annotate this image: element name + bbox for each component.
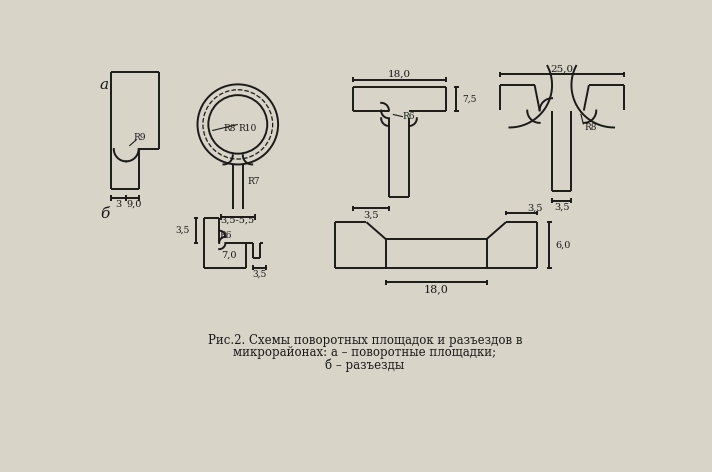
Text: 7,0: 7,0 — [221, 251, 236, 260]
Text: б – разъезды: б – разъезды — [325, 358, 404, 372]
Text: 3,5-5,5: 3,5-5,5 — [221, 215, 255, 224]
Text: а: а — [100, 78, 109, 92]
Text: R7: R7 — [247, 177, 260, 186]
Text: 6,0: 6,0 — [555, 241, 571, 250]
Text: Рис.2. Схемы поворотных площадок и разъездов в: Рис.2. Схемы поворотных площадок и разъе… — [208, 334, 522, 347]
Text: 3: 3 — [115, 200, 122, 209]
Text: 3,5: 3,5 — [554, 203, 570, 212]
Text: 3,5: 3,5 — [175, 226, 190, 235]
Text: R10: R10 — [238, 124, 256, 133]
Text: R9: R9 — [134, 133, 147, 142]
Text: 3,5: 3,5 — [252, 270, 267, 279]
Text: R6: R6 — [403, 112, 415, 121]
Text: R8: R8 — [585, 123, 597, 132]
Text: 7,5: 7,5 — [463, 94, 477, 103]
Text: б: б — [100, 207, 109, 221]
Text: 18,0: 18,0 — [424, 284, 449, 294]
Text: 18,0: 18,0 — [387, 70, 411, 79]
Text: микрорайонах: а – поворотные площадки;: микрорайонах: а – поворотные площадки; — [234, 346, 496, 359]
Text: 3,5: 3,5 — [528, 204, 543, 213]
Text: R8: R8 — [224, 124, 236, 133]
Text: 9,0: 9,0 — [126, 200, 142, 209]
Text: R6: R6 — [219, 231, 231, 240]
Text: 25,0: 25,0 — [550, 65, 573, 74]
Text: 3,5: 3,5 — [363, 211, 379, 220]
